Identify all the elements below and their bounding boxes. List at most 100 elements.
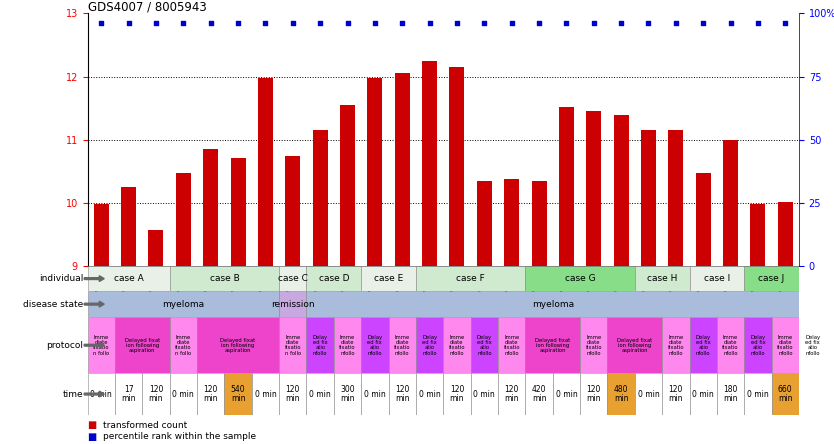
Bar [334,373,361,415]
Text: 660
min: 660 min [778,385,792,403]
Bar [751,204,766,266]
Bar [279,291,306,317]
Text: case D: case D [319,274,349,283]
Point [669,19,682,26]
Text: Imme
diate
fixatio
n follo: Imme diate fixatio n follo [175,335,192,356]
Bar [169,266,279,291]
Text: 120
min: 120 min [505,385,519,403]
Bar [93,204,108,266]
Text: Delay
ed fix
atio
nfollo: Delay ed fix atio nfollo [751,335,766,356]
Bar [88,266,169,291]
Bar [394,73,409,266]
Bar [668,131,683,266]
Text: 300
min: 300 min [340,385,354,403]
Text: percentile rank within the sample: percentile rank within the sample [103,432,256,441]
Text: remission: remission [271,300,314,309]
Bar [662,373,690,415]
Text: Imme
diate
fixatio
nfollo: Imme diate fixatio nfollo [777,335,793,356]
Bar [115,317,169,373]
Bar [176,173,191,266]
Bar [470,317,498,373]
Text: Imme
diate
fixatio
nfollo: Imme diate fixatio nfollo [394,335,410,356]
Text: Delay
ed fix
atio
nfollo: Delay ed fix atio nfollo [367,335,383,356]
Text: Imme
diate
fixatio
n follo: Imme diate fixatio n follo [284,335,301,356]
Text: 0 min: 0 min [474,389,495,399]
Bar [279,266,306,291]
Bar [690,373,717,415]
Text: 0 min: 0 min [254,389,276,399]
Point [122,19,135,26]
Bar [799,317,826,373]
Text: 120
min: 120 min [395,385,409,403]
Bar [635,373,662,415]
Bar [279,317,306,373]
Text: time: time [63,389,83,399]
Text: Delayed fixat
ion following
aspiration: Delayed fixat ion following aspiration [535,337,570,353]
Text: Delay
ed fix
atio
nfollo: Delay ed fix atio nfollo [696,335,711,356]
Point [779,19,792,26]
Text: case B: case B [209,274,239,283]
Bar [559,107,574,266]
Bar [88,373,115,415]
Bar [279,373,306,415]
Text: ■: ■ [88,432,97,442]
Bar [723,140,738,266]
Text: case A: case A [113,274,143,283]
Point [204,19,218,26]
Text: 0 min: 0 min [692,389,714,399]
Bar [416,373,444,415]
Text: 120
min: 120 min [148,385,163,403]
Text: Imme
diate
fixatio
nfollo: Imme diate fixatio nfollo [585,335,602,356]
Text: protocol: protocol [47,341,83,350]
Point [505,19,519,26]
Text: 120
min: 120 min [586,385,601,403]
Point [478,19,491,26]
Bar [586,111,601,266]
Bar [230,158,245,266]
Text: case G: case G [565,274,595,283]
Text: Imme
diate
fixatio
nfollo: Imme diate fixatio nfollo [504,335,520,356]
Bar [306,373,334,415]
Text: 0 min: 0 min [638,389,660,399]
Text: Delayed fixat
ion following
aspiration: Delayed fixat ion following aspiration [124,337,160,353]
Text: 0 min: 0 min [555,389,577,399]
Point [532,19,545,26]
Bar [580,317,607,373]
Text: 0 min: 0 min [90,389,112,399]
Point [450,19,464,26]
Text: myeloma: myeloma [531,300,574,309]
Bar [203,149,219,266]
Bar [367,78,383,266]
Text: 420
min: 420 min [532,385,546,403]
Bar [744,373,771,415]
Bar [197,317,279,373]
Text: Delayed fixat
ion following
aspiration: Delayed fixat ion following aspiration [220,337,256,353]
Bar [148,230,163,266]
Point [94,19,108,26]
Bar [498,373,525,415]
Text: case I: case I [704,274,730,283]
Text: 120
min: 120 min [669,385,683,403]
Text: 0 min: 0 min [747,389,769,399]
Bar [197,373,224,415]
Point [177,19,190,26]
Bar [169,373,197,415]
Point [341,19,354,26]
Point [286,19,299,26]
Bar [607,317,662,373]
Text: 120
min: 120 min [285,385,300,403]
Bar [531,181,546,266]
Bar [470,373,498,415]
Bar [444,373,470,415]
Point [149,19,163,26]
Point [751,19,765,26]
Bar [635,266,690,291]
Bar [690,266,744,291]
Text: case J: case J [758,274,785,283]
Text: Delay
ed fix
atio
nfollo: Delay ed fix atio nfollo [805,335,820,356]
Bar [306,317,334,373]
Text: ■: ■ [88,420,97,430]
Bar [771,317,799,373]
Text: transformed count: transformed count [103,421,187,430]
Bar [258,78,273,266]
